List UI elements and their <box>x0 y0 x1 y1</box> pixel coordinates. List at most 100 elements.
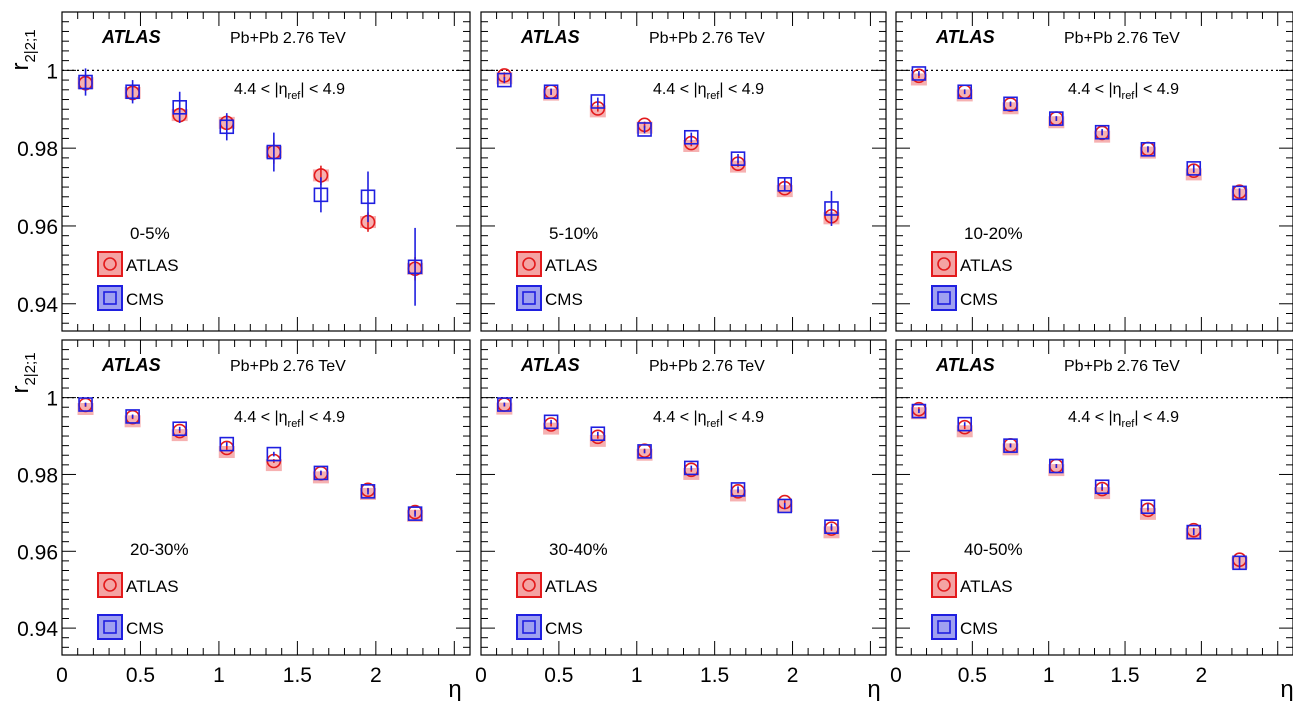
eta-ref-prefix: 4.4 < |η <box>1068 81 1122 98</box>
eta-ref-label: 4.4 < |ηref| < 4.9 <box>234 81 345 102</box>
legend-entry-cms: CMS <box>516 285 583 311</box>
ylabel-sub: 2|2;1 <box>22 29 39 62</box>
legend-label: CMS <box>545 619 583 638</box>
system-label: Pb+Pb 2.76 TeV <box>230 358 346 375</box>
panel-30-40pct: 0 0.5 1 1.5 2 ATLAS Pb+Pb 2.76 TeV 4.4 < |ηref|… <box>475 339 887 687</box>
x-axis-label-col1: η <box>448 676 461 701</box>
data-point-cms <box>1049 111 1064 126</box>
data-point-cms <box>590 94 606 109</box>
legend-swatch <box>97 572 123 598</box>
legend-marker-square <box>103 291 117 305</box>
x-tick-label: 1.5 <box>700 664 729 687</box>
data-point-cms <box>407 259 423 275</box>
data-point-cms <box>1140 142 1156 157</box>
eta-ref-label: 4.4 < |ηref| < 4.9 <box>234 409 345 430</box>
centrality-label: 30-40% <box>549 540 608 559</box>
x-axis-label-col3: η <box>1280 676 1293 701</box>
y-tick-label: 0.94 <box>17 618 58 641</box>
legend-marker-circle <box>103 578 117 592</box>
series-cms <box>78 68 423 306</box>
centrality-label: 5-10% <box>549 224 598 243</box>
data-point-cms <box>637 122 652 137</box>
eta-ref-label: 4.4 < |ηref| < 4.9 <box>1068 409 1179 430</box>
data-point-cms <box>683 129 699 145</box>
svg-text:r2|2;1: r2|2;1 <box>7 29 39 70</box>
data-point-cms <box>78 397 93 412</box>
system-label: Pb+Pb 2.76 TeV <box>649 358 765 375</box>
data-point-cms <box>543 84 559 100</box>
eta-ref-label: 4.4 < |ηref| < 4.9 <box>653 409 764 430</box>
legend-marker-circle <box>522 578 536 592</box>
data-point-cms <box>1003 438 1018 453</box>
legend-marker-square <box>103 620 117 634</box>
data-point-band <box>910 407 927 420</box>
data-point-band <box>312 471 329 484</box>
data-point-cms <box>957 84 973 100</box>
legend-label: CMS <box>545 290 583 309</box>
panel-frame <box>61 11 471 332</box>
ylabel-sub: 2|2;1 <box>22 352 39 385</box>
data-point-band <box>265 459 282 472</box>
data-point-cms <box>125 84 140 100</box>
data-point-cms <box>497 397 512 412</box>
legend-swatch <box>516 251 542 277</box>
panel-frame <box>61 339 471 656</box>
legend-swatch <box>931 614 957 640</box>
x-tick-label: 0.5 <box>126 664 155 687</box>
series-cms <box>497 397 839 534</box>
y-tick-label: 0.96 <box>17 216 58 239</box>
data-point-cms <box>777 177 793 192</box>
legend-entry-atlas: ATLAS <box>931 572 1013 598</box>
system-label: Pb+Pb 2.76 TeV <box>230 30 346 47</box>
legend-marker-circle <box>937 578 951 592</box>
x-axis-label-col2: η <box>867 676 880 701</box>
system-label: Pb+Pb 2.76 TeV <box>1064 30 1180 47</box>
centrality-label: 10-20% <box>964 224 1023 243</box>
eta-ref-suffix: | < 4.9 <box>300 409 345 426</box>
eta-ref-suffix: | < 4.9 <box>719 81 764 98</box>
eta-ref-prefix: 4.4 < |η <box>234 81 288 98</box>
x-tick-label: 0 <box>56 664 68 687</box>
data-point-cms <box>637 444 652 459</box>
y-tick-label: 0.96 <box>17 541 58 564</box>
eta-ref-suffix: | < 4.9 <box>1134 81 1179 98</box>
system-label: Pb+Pb 2.76 TeV <box>1064 358 1180 375</box>
series-cms <box>497 72 839 226</box>
data-point-cms <box>1186 524 1202 540</box>
x-tick-label: 0 <box>890 664 902 687</box>
legend-swatch <box>97 285 123 311</box>
data-point-cms <box>957 416 973 432</box>
legend-entry-atlas: ATLAS <box>516 572 598 598</box>
eta-ref-prefix: 4.4 < |η <box>653 409 707 426</box>
ylabel-main: r <box>7 386 34 394</box>
eta-ref-suffix: | < 4.9 <box>1134 409 1179 426</box>
legend-swatch <box>516 285 542 311</box>
legend-marker-circle <box>522 257 536 271</box>
data-point-cms <box>172 100 187 115</box>
x-tick-label: 1 <box>1043 664 1055 687</box>
legend-entry-cms: CMS <box>97 285 164 311</box>
eta-ref-prefix: 4.4 < |η <box>653 81 707 98</box>
legend-swatch <box>931 572 957 598</box>
series-atlas <box>77 397 424 522</box>
legend-swatch <box>97 251 123 277</box>
data-point-band <box>1094 130 1111 143</box>
system-label: Pb+Pb 2.76 TeV <box>649 30 765 47</box>
eta-ref-sub: ref <box>707 418 721 430</box>
data-point-cms <box>824 201 839 216</box>
panel-frame <box>480 339 887 656</box>
data-point-band <box>823 526 840 539</box>
data-point-band <box>218 446 235 459</box>
legend-marker-square <box>522 291 536 305</box>
x-tick-label: 2 <box>370 664 382 687</box>
data-point-cms <box>1094 479 1110 495</box>
y-axis-label-bottom: r2|2;1 <box>7 352 39 393</box>
experiment-label: ATLAS <box>101 27 161 47</box>
eta-ref-sub: ref <box>707 90 721 102</box>
data-point-cms <box>1003 96 1018 112</box>
series-cms <box>911 403 1247 571</box>
panels-group: 0.94 0.96 0.98 1 ATLAS Pb+Pb 2.76 TeV 4.4 < |η… <box>17 11 1293 687</box>
legend-entry-cms: CMS <box>931 614 998 640</box>
legend-swatch <box>97 614 123 640</box>
eta-ref-sub: ref <box>1122 90 1136 102</box>
